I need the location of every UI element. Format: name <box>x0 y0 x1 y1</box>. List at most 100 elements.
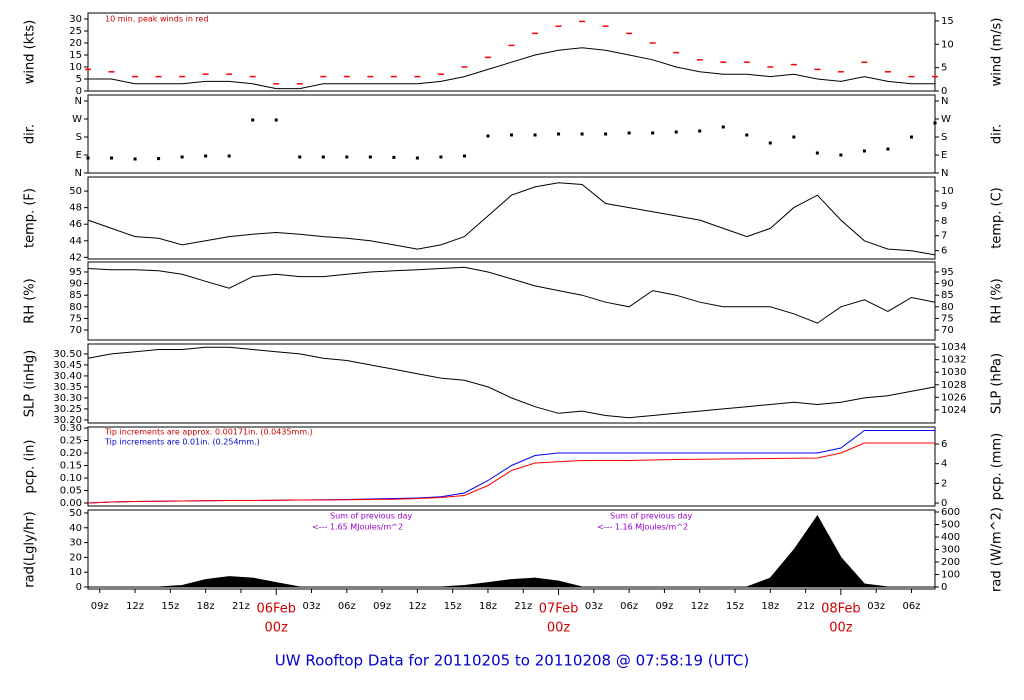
y2-tick-label: E <box>941 150 947 161</box>
panel-frame <box>87 426 936 507</box>
x-tick-label: 21z <box>232 601 250 612</box>
y-axis-label: RH (%) <box>23 278 38 323</box>
point <box>557 132 561 136</box>
y-tick-label: 40 <box>69 523 82 534</box>
y-tick-label: 30.50 <box>53 349 82 360</box>
y-tick-label: 0.00 <box>60 498 82 509</box>
y2-tick-label: 1032 <box>941 355 966 366</box>
y-tick-label: 85 <box>69 290 82 301</box>
chart-title: UW Rooftop Data for 20110205 to 20110208… <box>275 652 749 670</box>
day-label: 07Feb <box>539 602 579 617</box>
point <box>368 155 372 159</box>
point <box>180 155 184 159</box>
y-axis-label: wind (kts) <box>23 20 38 84</box>
x-tick-label: 15z <box>726 601 744 612</box>
panel-frame <box>87 94 936 174</box>
y-tick-label: 0.10 <box>60 473 82 484</box>
x-tick-label: 03z <box>867 601 885 612</box>
point <box>298 155 302 159</box>
y2-tick-label: 0 <box>941 582 947 593</box>
y-tick-label: 5 <box>76 74 82 85</box>
point <box>580 132 584 136</box>
y2-axis-label: wind (m/s) <box>990 18 1005 87</box>
y-tick-label: 50 <box>69 508 82 519</box>
y-tick-label: 0.05 <box>60 486 82 497</box>
point <box>909 135 913 139</box>
y-tick-label: 75 <box>69 313 82 324</box>
y-tick-label: 0.25 <box>60 436 82 447</box>
point <box>274 118 278 122</box>
y-tick-label: 95 <box>69 267 82 278</box>
point <box>698 129 702 133</box>
series-line <box>87 266 936 324</box>
y-tick-label: 0.20 <box>60 448 82 459</box>
point <box>815 151 819 155</box>
point <box>533 133 537 137</box>
y-axis-label: temp. (F) <box>23 188 38 248</box>
y-tick-label: 20 <box>69 552 82 563</box>
y2-tick-label: 0 <box>941 498 947 509</box>
point <box>674 130 678 134</box>
y2-tick-label: 9 <box>941 201 947 212</box>
point <box>792 135 796 139</box>
x-tick-label: 15z <box>161 601 179 612</box>
y2-tick-label: 6 <box>941 439 947 450</box>
point <box>721 125 725 129</box>
y2-tick-label: 1026 <box>941 392 966 403</box>
y-tick-label: 0 <box>76 86 82 97</box>
point <box>392 155 396 159</box>
y-tick-label: 42 <box>69 252 82 263</box>
point <box>510 133 513 137</box>
y2-tick-label: 6 <box>941 246 947 257</box>
point <box>745 133 749 137</box>
y-tick-label: 46 <box>69 219 82 230</box>
y2-tick-label: W <box>941 114 951 125</box>
point <box>933 121 937 125</box>
x-tick-label: 06z <box>338 601 356 612</box>
panel-frame <box>87 12 936 92</box>
point <box>462 154 466 158</box>
y2-tick-label: 10 <box>941 186 954 197</box>
y2-tick-label: N <box>941 96 948 107</box>
y2-tick-label: 2 <box>941 478 947 489</box>
y-tick-label: N <box>75 96 82 107</box>
annotation: Tip increments are approx. 0.00171in. (0… <box>104 428 313 437</box>
point <box>86 156 90 160</box>
point <box>227 154 231 158</box>
y-axis-label: rad(Lgly/hr) <box>23 511 38 587</box>
point <box>321 155 325 159</box>
y-tick-label: 15 <box>69 50 82 61</box>
y2-tick-label: 95 <box>941 267 954 278</box>
y2-tick-label: N <box>941 168 948 179</box>
y-tick-label: 70 <box>69 325 82 336</box>
y-tick-label: 30.25 <box>53 404 82 415</box>
y2-axis-label: dir. <box>990 124 1005 144</box>
y-tick-label: 20 <box>69 38 82 49</box>
y-tick-label: 80 <box>69 302 82 313</box>
y-tick-label: 0.15 <box>60 461 82 472</box>
y2-tick-label: 8 <box>941 216 947 227</box>
y2-tick-label: 600 <box>941 507 960 518</box>
y-tick-label: 30.35 <box>53 382 82 393</box>
annotation: <--- 1.16 MJoules/m^2 <box>597 523 688 532</box>
y2-axis-label: SLP (hPa) <box>990 353 1005 414</box>
day-label: 06Feb <box>256 602 296 617</box>
y2-tick-label: 70 <box>941 325 954 336</box>
x-tick-label: 09z <box>373 601 391 612</box>
panel-frame <box>87 176 936 260</box>
day-hour-label: 00z <box>547 621 571 636</box>
x-tick-label: 12z <box>126 601 144 612</box>
area <box>87 514 936 588</box>
y-tick-label: 44 <box>69 236 82 247</box>
series-line <box>87 442 935 504</box>
y2-tick-label: 10 <box>941 39 954 50</box>
y-tick-label: 90 <box>69 279 82 290</box>
y2-tick-label: 1034 <box>941 342 966 353</box>
point <box>345 155 349 159</box>
annotation: <--- 1.65 MJoules/m^2 <box>312 523 403 532</box>
y-tick-label: S <box>76 132 82 143</box>
annotation: Sum of previous day <box>330 512 412 521</box>
y-tick-label: E <box>76 150 82 161</box>
y2-tick-label: 400 <box>941 532 960 543</box>
y2-tick-label: 1024 <box>941 405 966 416</box>
